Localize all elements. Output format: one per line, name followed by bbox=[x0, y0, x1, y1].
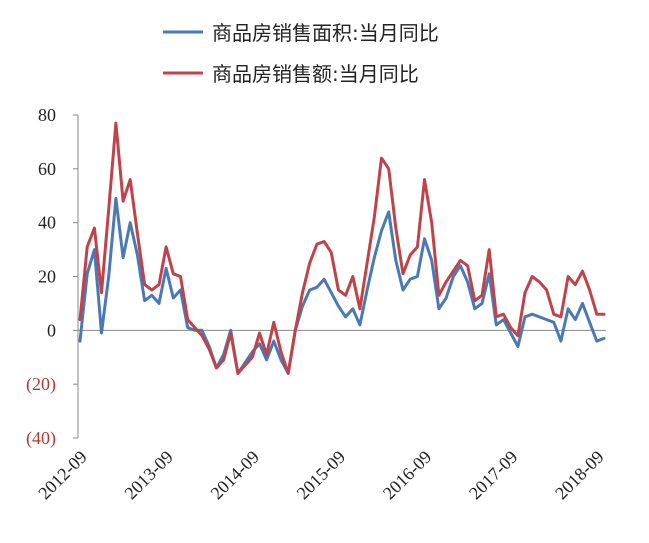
y-tick-label: 80 bbox=[38, 105, 56, 125]
x-tick-label: 2018-09 bbox=[551, 447, 608, 504]
x-tick-label: 2013-09 bbox=[120, 447, 177, 504]
series-line-0 bbox=[78, 196, 606, 375]
y-tick-label: (40) bbox=[26, 428, 56, 449]
x-axis: 2012-09 2013-09 2014-09 2015-09 2016-09 2017-… bbox=[34, 329, 608, 504]
legend-label-0: 商品房销售面积:当月同比 bbox=[212, 21, 439, 45]
x-tick-label: 2017-09 bbox=[465, 447, 522, 504]
y-tick-label: 20 bbox=[38, 267, 56, 287]
legend-label-1: 商品房销售额:当月同比 bbox=[212, 62, 419, 86]
series-line-1 bbox=[78, 121, 606, 375]
legend-item-0: 商品房销售面积:当月同比 bbox=[163, 21, 439, 45]
y-tick-label: 40 bbox=[38, 213, 56, 233]
y-tick-label: 60 bbox=[38, 159, 56, 179]
x-tick-label: 2016-09 bbox=[379, 447, 436, 504]
y-tick-label: (20) bbox=[26, 374, 56, 395]
x-tick-label: 2015-09 bbox=[293, 447, 350, 504]
legend: 商品房销售面积:当月同比 商品房销售额:当月同比 bbox=[163, 21, 439, 86]
x-tick-label: 2014-09 bbox=[207, 447, 264, 504]
legend-item-1: 商品房销售额:当月同比 bbox=[163, 62, 419, 86]
x-tick-label: 2012-09 bbox=[34, 447, 91, 504]
y-axis: 80 60 40 20 0 (20) (40) bbox=[26, 105, 79, 449]
plot-area bbox=[78, 121, 606, 375]
y-tick-label: 0 bbox=[47, 320, 56, 340]
